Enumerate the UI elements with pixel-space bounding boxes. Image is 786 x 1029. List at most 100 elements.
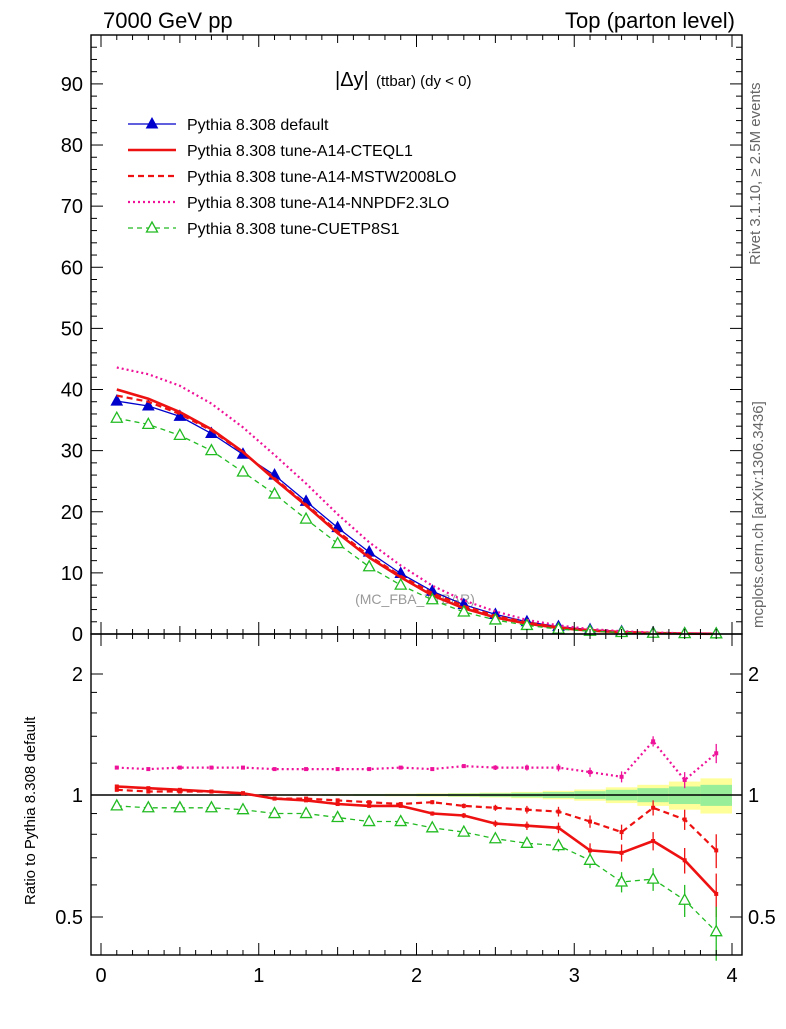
ratio-point-1-1 bbox=[146, 790, 150, 794]
x-tick-label: 4 bbox=[726, 965, 737, 987]
ratio-y-tick-label: 0.5 bbox=[55, 907, 83, 929]
ratio-point-2-19 bbox=[714, 751, 718, 755]
header-right: Top (parton level) bbox=[565, 8, 735, 33]
ratio-point-1-2 bbox=[178, 790, 182, 794]
ratio-point-2-3 bbox=[209, 766, 213, 770]
legend-label-2: Pythia 8.308 tune-A14-MSTW2008LO bbox=[187, 169, 456, 186]
ratio-series-line-3 bbox=[117, 806, 716, 932]
ratio-point-1-14 bbox=[556, 810, 560, 814]
x-tick-label: 0 bbox=[95, 965, 106, 987]
ratio-point-1-0 bbox=[115, 788, 119, 792]
ratio-point-0-15 bbox=[588, 848, 592, 852]
ratio-series-layer bbox=[111, 736, 721, 960]
x-tick-label: 3 bbox=[569, 965, 580, 987]
ratio-point-0-12 bbox=[493, 822, 497, 826]
ratio-y-tick-label: 1 bbox=[72, 785, 83, 807]
ratio-point-0-14 bbox=[556, 826, 560, 830]
x-tick-label: 1 bbox=[253, 965, 264, 987]
ratio-point-1-12 bbox=[493, 806, 497, 810]
y-tick-label: 50 bbox=[61, 318, 83, 340]
ratio-point-2-8 bbox=[367, 767, 371, 771]
ratio-point-2-14 bbox=[556, 766, 560, 770]
y-tick-label: 10 bbox=[61, 563, 83, 585]
main-point-4-8 bbox=[364, 561, 375, 571]
legend-label-1: Pythia 8.308 tune-A14-CTEQL1 bbox=[187, 143, 413, 160]
ratio-point-1-4 bbox=[241, 791, 245, 795]
ratio-point-1-8 bbox=[367, 800, 371, 804]
ratio-point-0-10 bbox=[430, 812, 434, 816]
ratio-series-line-2 bbox=[117, 741, 716, 780]
ratio-point-3-10 bbox=[427, 822, 438, 832]
ratio-point-3-2 bbox=[174, 802, 185, 812]
ratio-point-2-6 bbox=[304, 767, 308, 771]
ratio-point-1-17 bbox=[651, 806, 655, 810]
ratio-point-1-3 bbox=[209, 790, 213, 794]
ratio-point-0-18 bbox=[683, 858, 687, 862]
main-point-4-2 bbox=[174, 429, 185, 439]
ratio-point-3-0 bbox=[111, 800, 122, 810]
ratio-point-2-13 bbox=[525, 766, 529, 770]
ratio-point-1-6 bbox=[304, 797, 308, 801]
ratio-point-2-18 bbox=[683, 778, 687, 782]
y-tick-label: 30 bbox=[61, 441, 83, 463]
ratio-point-0-8 bbox=[367, 804, 371, 808]
ratio-point-2-5 bbox=[273, 767, 277, 771]
ratio-bands-layer bbox=[91, 778, 742, 813]
legend-label-3: Pythia 8.308 tune-A14-NNPDF2.3LO bbox=[187, 195, 449, 212]
ratio-point-2-15 bbox=[588, 770, 592, 774]
y-tick-label: 20 bbox=[61, 502, 83, 524]
ratio-point-2-9 bbox=[399, 766, 403, 770]
main-point-4-6 bbox=[301, 513, 312, 523]
ratio-point-3-17 bbox=[648, 873, 659, 883]
ratio-point-1-15 bbox=[588, 820, 592, 824]
ratio-point-3-18 bbox=[679, 894, 690, 904]
ratio-point-1-7 bbox=[336, 798, 340, 802]
ratio-point-2-12 bbox=[493, 766, 497, 770]
y-tick-label: 60 bbox=[61, 257, 83, 279]
ratio-y-tick-label-right: 1 bbox=[748, 785, 759, 807]
ratio-point-0-19 bbox=[714, 892, 718, 896]
ratio-point-1-16 bbox=[620, 830, 624, 834]
main-subtitle: (ttbar) (dy < 0) bbox=[376, 73, 471, 90]
main-point-4-7 bbox=[332, 538, 343, 548]
ratio-y-tick-label-right: 2 bbox=[748, 664, 759, 686]
ratio-point-0-7 bbox=[336, 802, 340, 806]
ratio-point-3-15 bbox=[585, 854, 596, 864]
ratio-point-3-16 bbox=[616, 876, 627, 886]
main-point-4-3 bbox=[206, 445, 217, 455]
ratio-point-3-6 bbox=[301, 808, 312, 818]
main-point-4-0 bbox=[111, 412, 122, 422]
legend-label-4: Pythia 8.308 tune-CUETP8S1 bbox=[187, 221, 400, 238]
ratio-y-tick-label: 2 bbox=[72, 664, 83, 686]
ratio-point-2-2 bbox=[178, 766, 182, 770]
y-tick-label: 70 bbox=[61, 196, 83, 218]
ratio-point-0-17 bbox=[651, 839, 655, 843]
ratio-point-2-0 bbox=[115, 766, 119, 770]
y-tick-label: 90 bbox=[61, 74, 83, 96]
ratio-point-2-7 bbox=[336, 767, 340, 771]
ratio-point-3-1 bbox=[143, 802, 154, 812]
ratio-point-1-13 bbox=[525, 808, 529, 812]
ratio-point-2-10 bbox=[430, 767, 434, 771]
ratio-point-0-16 bbox=[620, 851, 624, 855]
ratio-point-2-1 bbox=[146, 767, 150, 771]
main-point-4-5 bbox=[269, 488, 280, 498]
ratio-point-2-11 bbox=[462, 764, 466, 768]
legend-label-0: Pythia 8.308 default bbox=[187, 117, 329, 134]
legend-marker-4 bbox=[147, 222, 158, 232]
ratio-point-0-13 bbox=[525, 824, 529, 828]
y-tick-label: 0 bbox=[72, 624, 83, 646]
ratio-point-3-3 bbox=[206, 802, 217, 812]
legend: Pythia 8.308 default Pythia 8.308 tune-A1… bbox=[128, 117, 456, 238]
ratio-point-1-11 bbox=[462, 804, 466, 808]
mcplots-label: mcplots.cern.ch [arXiv:1306.3436] bbox=[750, 401, 767, 628]
ratio-ylabel: Ratio to Pythia 8.308 default bbox=[22, 716, 39, 905]
ratio-point-3-14 bbox=[553, 840, 564, 850]
ratio-point-1-10 bbox=[430, 800, 434, 804]
x-tick-label: 2 bbox=[411, 965, 422, 987]
y-tick-label: 80 bbox=[61, 135, 83, 157]
ratio-point-3-8 bbox=[364, 816, 375, 826]
ratio-point-1-9 bbox=[399, 802, 403, 806]
